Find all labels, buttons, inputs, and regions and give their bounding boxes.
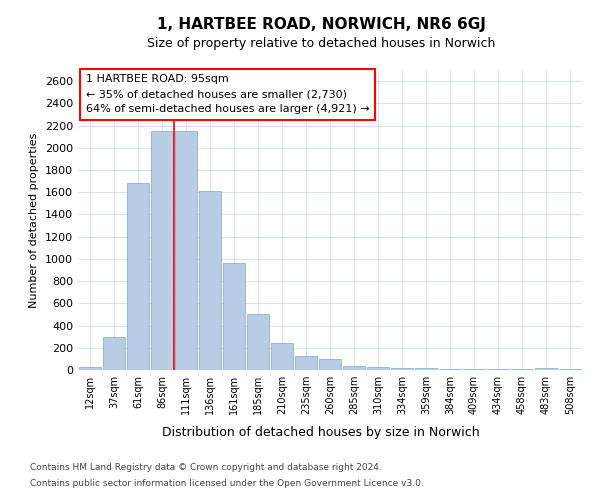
- Text: Size of property relative to detached houses in Norwich: Size of property relative to detached ho…: [147, 38, 495, 51]
- Bar: [175, 131, 197, 370]
- Text: Contains HM Land Registry data © Crown copyright and database right 2024.: Contains HM Land Registry data © Crown c…: [30, 464, 382, 472]
- Bar: [343, 366, 365, 370]
- Text: 1 HARTBEE ROAD: 95sqm
← 35% of detached houses are smaller (2,730)
64% of semi-d: 1 HARTBEE ROAD: 95sqm ← 35% of detached …: [86, 74, 369, 114]
- Bar: [391, 368, 413, 370]
- Text: Distribution of detached houses by size in Norwich: Distribution of detached houses by size …: [162, 426, 480, 439]
- Bar: [103, 336, 125, 370]
- Bar: [535, 368, 557, 370]
- Bar: [223, 264, 245, 370]
- Bar: [199, 191, 221, 370]
- Bar: [247, 314, 269, 370]
- Bar: [127, 184, 149, 370]
- Bar: [151, 131, 173, 370]
- Bar: [271, 343, 293, 370]
- Bar: [79, 367, 101, 370]
- Bar: [415, 368, 437, 370]
- Y-axis label: Number of detached properties: Number of detached properties: [29, 132, 40, 308]
- Bar: [295, 356, 317, 370]
- Text: 1, HARTBEE ROAD, NORWICH, NR6 6GJ: 1, HARTBEE ROAD, NORWICH, NR6 6GJ: [157, 18, 485, 32]
- Text: Contains public sector information licensed under the Open Government Licence v3: Contains public sector information licen…: [30, 478, 424, 488]
- Bar: [319, 360, 341, 370]
- Bar: [367, 366, 389, 370]
- Bar: [439, 368, 461, 370]
